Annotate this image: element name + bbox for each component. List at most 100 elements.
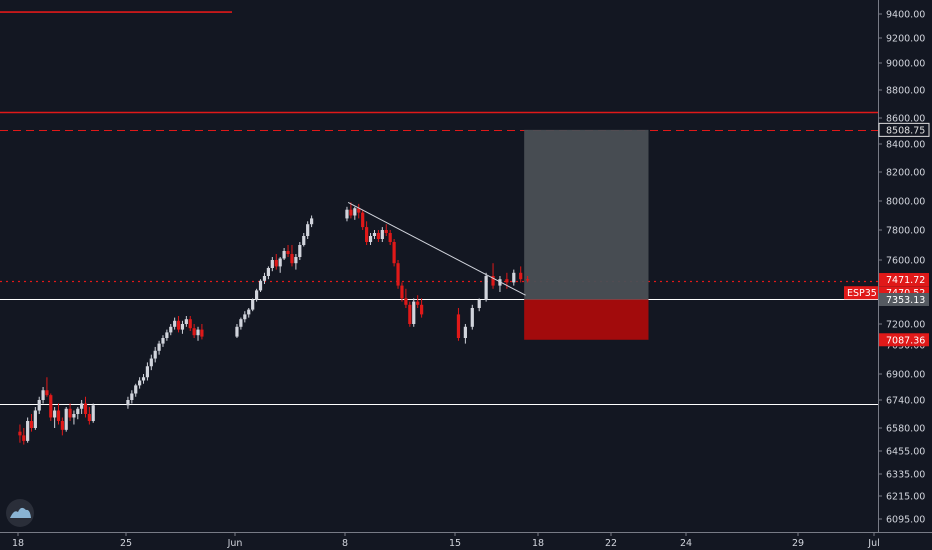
candle-body	[29, 421, 34, 428]
candle-body	[368, 236, 373, 242]
candle-body	[388, 233, 392, 242]
candle-body	[126, 400, 130, 406]
candle-body	[41, 390, 45, 400]
x-tick-label: Jun	[227, 538, 243, 549]
candle-body	[310, 218, 314, 225]
candle-body	[247, 309, 251, 315]
price-tag	[879, 292, 929, 306]
x-tick-label: Jul	[867, 538, 879, 549]
y-tick-label: 8200.00	[886, 168, 925, 179]
y-tick-label: 6455.00	[886, 447, 925, 458]
candle-body	[477, 300, 481, 308]
candle-body	[184, 319, 188, 324]
candle-body	[180, 324, 185, 330]
candle-body	[173, 320, 177, 327]
candle-body	[235, 326, 239, 337]
candle-body	[357, 208, 361, 213]
candle-body	[380, 230, 384, 239]
y-tick-label: 6215.00	[886, 492, 925, 503]
x-tick-label: 24	[680, 538, 692, 549]
candle-body	[87, 414, 91, 421]
candle-body	[80, 403, 84, 409]
y-tick-label: 7800.00	[886, 226, 925, 237]
candle-body	[45, 390, 49, 396]
candle-body	[266, 268, 270, 276]
candle-body	[153, 350, 157, 359]
candle-body	[408, 304, 412, 324]
y-tick-label: 6900.00	[886, 370, 925, 381]
candle-body	[60, 421, 64, 430]
price-tag	[879, 273, 929, 287]
candle-body	[345, 209, 349, 219]
price-tag-label: 8508.75	[886, 125, 925, 136]
candle-body	[491, 276, 495, 286]
candle-body	[200, 329, 204, 337]
candle-body	[484, 276, 488, 300]
candle-body	[270, 260, 274, 268]
candle-body	[498, 279, 502, 286]
candle-body	[76, 408, 80, 414]
y-tick-label: 9200.00	[886, 34, 925, 45]
x-tick-label: 22	[605, 538, 617, 549]
candle-body	[470, 308, 474, 327]
candle-body	[353, 208, 357, 216]
candle-body	[157, 343, 161, 351]
candle-body	[262, 276, 267, 281]
candle-body	[192, 328, 196, 336]
candle-body	[526, 279, 530, 281]
candle-body	[298, 245, 302, 257]
y-tick-label: 6095.00	[886, 515, 925, 526]
candle-body	[274, 260, 278, 267]
candle-body	[255, 290, 259, 300]
price-tag	[878, 122, 930, 137]
candle-body	[463, 326, 467, 338]
x-tick-label: 18	[12, 538, 24, 549]
candle-body	[396, 263, 400, 286]
price-tag-label: 7087.36	[886, 335, 925, 346]
candle-body	[26, 421, 30, 441]
price-tag	[879, 333, 929, 347]
candle-body	[376, 233, 380, 239]
candle-body	[400, 285, 404, 299]
candle-body	[290, 254, 294, 264]
candle-body	[294, 257, 298, 264]
candle-body	[302, 236, 306, 245]
candle-body	[37, 400, 41, 411]
position-target-zone[interactable]	[524, 129, 649, 300]
candle-body	[33, 410, 37, 428]
candle-body	[138, 380, 142, 386]
candle-body	[243, 314, 247, 320]
candle-body	[416, 301, 420, 305]
y-tick-label: 9400.00	[886, 10, 925, 21]
candle-body	[91, 405, 95, 421]
x-tick-label: 18	[532, 538, 544, 549]
y-tick-label: 7600.00	[886, 256, 925, 267]
candle-body	[512, 272, 516, 283]
candle-body	[176, 320, 181, 330]
y-tick-label: 6740.00	[886, 396, 925, 407]
candle-body	[149, 358, 153, 367]
candle-body	[53, 410, 57, 418]
y-tick-label: 8800.00	[886, 86, 925, 97]
position-stop-zone[interactable]	[524, 299, 649, 340]
y-tick-label: 6580.00	[886, 424, 925, 435]
candle-body	[392, 242, 396, 264]
logo-cloud-shape	[10, 507, 31, 518]
candle-body	[258, 280, 263, 291]
price-tag-label: 7471.72	[886, 275, 925, 286]
trendline[interactable]	[347, 202, 526, 296]
candle-body	[141, 377, 146, 381]
candle-body	[420, 304, 424, 315]
x-tick-label: 8	[342, 538, 348, 549]
x-tick-label: 15	[449, 538, 461, 549]
candle-body	[251, 300, 255, 310]
candle-body	[49, 395, 53, 418]
candle-body	[365, 227, 369, 242]
candle-body	[64, 408, 68, 430]
x-tick-label: 25	[120, 538, 132, 549]
candle-body	[18, 431, 22, 436]
price-tag-label: 7353.13	[886, 295, 925, 306]
y-tick-label: 9000.00	[886, 59, 925, 70]
candle-body	[196, 329, 200, 336]
